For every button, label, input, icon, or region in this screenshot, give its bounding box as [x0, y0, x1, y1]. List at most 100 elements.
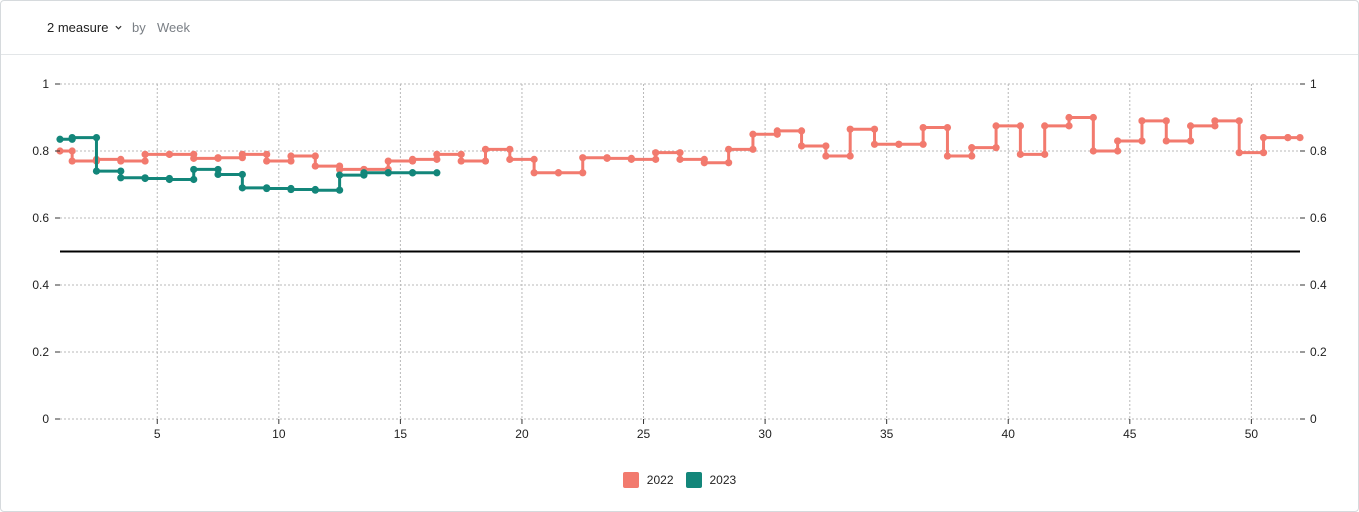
- data-point-2022: [190, 154, 198, 162]
- data-point-2022: [68, 157, 76, 165]
- data-point-2023: [92, 167, 101, 175]
- data-point-2023: [336, 171, 344, 179]
- measure-dropdown[interactable]: 2 measure: [47, 20, 122, 35]
- data-point-2022: [1138, 137, 1146, 145]
- data-point-2022: [506, 145, 514, 153]
- legend: 2022 2023: [1, 472, 1358, 488]
- x-axis: 5 10 15 20 25 30 35 40 45 50: [154, 419, 1258, 441]
- x-tick-label: 15: [394, 427, 408, 441]
- data-point-2022: [141, 150, 149, 158]
- y-tick-label: 0.6: [32, 211, 49, 225]
- data-point-2022: [1211, 122, 1219, 130]
- by-label: by: [132, 20, 146, 35]
- series-2023: [56, 134, 441, 194]
- data-point-2023: [190, 175, 198, 184]
- chart-toolbar: 2 measure by Week: [1, 1, 1358, 55]
- data-point-2022: [287, 152, 295, 160]
- data-point-2022: [214, 154, 222, 162]
- data-point-2022: [263, 150, 271, 158]
- data-point-2022: [165, 150, 174, 158]
- data-point-2022: [579, 154, 587, 162]
- legend-item-2022[interactable]: 2022: [622, 472, 674, 488]
- x-tick-label: 25: [637, 427, 651, 441]
- data-point-2022: [943, 152, 952, 160]
- data-point-2022: [919, 140, 927, 148]
- data-point-2022: [1162, 117, 1170, 125]
- data-point-2023: [165, 175, 174, 184]
- data-point-2022: [384, 157, 392, 165]
- data-point-2022: [1114, 147, 1122, 155]
- y-tick-label-right: 0.6: [1310, 211, 1327, 225]
- data-point-2022: [311, 152, 319, 160]
- data-point-2022: [263, 157, 271, 165]
- data-point-2022: [700, 159, 708, 167]
- data-point-2022: [481, 157, 490, 165]
- data-point-2022: [725, 159, 733, 167]
- data-point-2022: [992, 144, 1000, 152]
- data-point-2022: [457, 150, 465, 158]
- data-point-2022: [481, 145, 490, 153]
- data-point-2023: [117, 174, 125, 182]
- data-point-2022: [1089, 113, 1097, 122]
- data-point-2022: [919, 123, 927, 132]
- data-point-2022: [1211, 117, 1219, 125]
- data-point-2022: [554, 169, 563, 177]
- data-point-2022: [1114, 137, 1122, 145]
- data-point-2022: [822, 152, 830, 160]
- legend-label-2022: 2022: [646, 473, 674, 487]
- y-tick-label: 1: [42, 77, 49, 91]
- data-point-2022: [336, 165, 344, 174]
- y-axis-right: 0 0.2 0.4 0.6 0.8 1: [1300, 77, 1327, 426]
- data-point-2022: [870, 125, 879, 133]
- legend-swatch-2023: [685, 472, 702, 488]
- legend-swatch-2022: [622, 472, 639, 488]
- data-point-2023: [263, 184, 271, 193]
- data-point-2023: [190, 165, 198, 174]
- y-tick-label: 0.4: [32, 278, 49, 292]
- data-point-2022: [1065, 113, 1073, 122]
- data-point-2023: [287, 185, 295, 194]
- y-tick-label-right: 1: [1310, 77, 1317, 91]
- data-point-2022: [846, 125, 854, 133]
- data-point-2022: [992, 122, 1000, 130]
- data-point-2022: [530, 169, 538, 177]
- groupby-week[interactable]: Week: [157, 20, 190, 35]
- data-point-2023: [214, 165, 222, 174]
- data-point-2023: [141, 174, 149, 183]
- y-tick-label-right: 0: [1310, 412, 1317, 426]
- data-point-2022: [408, 155, 417, 163]
- data-point-2022: [530, 155, 538, 163]
- data-point-2022: [1041, 150, 1049, 158]
- data-point-2022: [1235, 117, 1243, 125]
- data-point-2022: [506, 155, 514, 163]
- data-point-2022: [141, 157, 149, 165]
- y-tick-label-right: 0.8: [1310, 144, 1327, 158]
- y-axis-left: 0 0.2 0.4 0.6 0.8 1: [32, 77, 60, 426]
- data-point-2023: [238, 170, 246, 179]
- data-point-2022: [870, 140, 879, 148]
- legend-item-2023[interactable]: 2023: [685, 472, 736, 488]
- data-point-2022: [1016, 150, 1024, 158]
- series-2022: [56, 113, 1304, 177]
- data-point-2022: [68, 147, 76, 155]
- data-point-2022: [311, 162, 319, 170]
- data-point-2022: [1296, 134, 1304, 142]
- data-point-2023: [384, 169, 392, 177]
- data-point-2022: [797, 127, 806, 135]
- x-tick-label: 40: [1002, 427, 1016, 441]
- data-point-2022: [652, 155, 660, 163]
- data-point-2022: [579, 169, 587, 177]
- data-point-2022: [433, 155, 441, 163]
- data-point-2022: [433, 150, 441, 158]
- chevron-down-icon: [115, 25, 122, 30]
- data-point-2022: [968, 152, 976, 160]
- data-point-2022: [797, 142, 806, 150]
- data-point-2022: [676, 149, 684, 157]
- data-point-2022: [117, 157, 125, 165]
- data-point-2023: [68, 134, 76, 142]
- data-point-2022: [895, 140, 903, 148]
- data-point-2022: [1186, 122, 1195, 130]
- data-point-2022: [1089, 147, 1097, 155]
- data-point-2022: [287, 157, 295, 165]
